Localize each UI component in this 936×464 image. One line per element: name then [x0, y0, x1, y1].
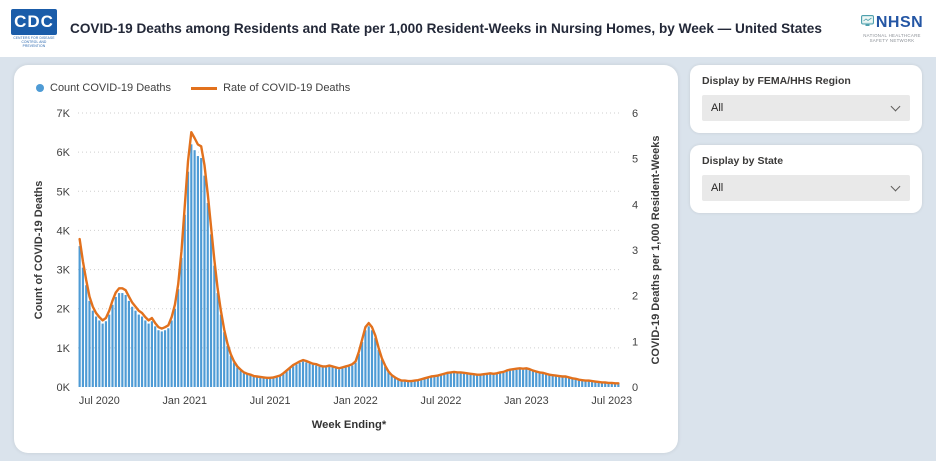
chevron-down-icon: [890, 101, 901, 112]
chevron-down-icon: [890, 181, 901, 192]
svg-text:6: 6: [632, 108, 638, 120]
svg-text:Jul 2021: Jul 2021: [250, 395, 291, 407]
svg-text:Jan 2021: Jan 2021: [163, 395, 207, 407]
svg-text:0: 0: [632, 382, 638, 394]
svg-text:2: 2: [632, 291, 638, 303]
svg-text:Jan 2023: Jan 2023: [504, 395, 548, 407]
svg-text:0K: 0K: [57, 382, 71, 394]
region-filter-value: All: [711, 102, 724, 114]
region-filter-label: Display by FEMA/HHS Region: [702, 75, 851, 87]
nhsn-logo-text: NHSN: [875, 14, 924, 31]
svg-text:3: 3: [632, 245, 638, 257]
combo-chart-svg[interactable]: 0K 1K 2K 3K 4K 5K 6K 7K 0 1 2 3 4 5 6 Jul 2020 Jan 2021 J…: [28, 99, 668, 443]
nhsn-logo: NHSN NATIONAL HEALTHCARE SAFETY NETWORK: [858, 14, 926, 43]
nhsn-subtext-line1: NATIONAL HEALTHCARE: [863, 33, 921, 38]
svg-text:COVID-19 Deaths per 1,000 Resi: COVID-19 Deaths per 1,000 Resident-Weeks: [650, 135, 662, 364]
cdc-logo-icon: CDC: [11, 9, 57, 35]
svg-text:6K: 6K: [57, 147, 71, 159]
svg-text:1: 1: [632, 336, 638, 348]
count-legend-label: Count COVID-19 Deaths: [50, 82, 172, 94]
svg-text:Jul 2023: Jul 2023: [591, 395, 632, 407]
cdc-logo-subtext: CENTERS FOR DISEASE CONTROL AND PREVENTI…: [13, 36, 55, 48]
header-bar: CDC CENTERS FOR DISEASE CONTROL AND PREV…: [0, 0, 936, 57]
svg-text:Jul 2020: Jul 2020: [79, 395, 120, 407]
svg-text:1K: 1K: [57, 343, 71, 355]
state-filter-value: All: [711, 182, 724, 194]
filter-panel: Display by FEMA/HHS Region All Display b…: [690, 65, 922, 453]
region-filter-dropdown[interactable]: All: [702, 95, 910, 121]
main-content: Count COVID-19 Deaths Rate of COVID-19 D…: [0, 57, 936, 461]
cdc-logo: CDC CENTERS FOR DISEASE CONTROL AND PREV…: [10, 9, 58, 48]
svg-text:Jan 2022: Jan 2022: [333, 395, 377, 407]
rate-legend-label: Rate of COVID-19 Deaths: [223, 82, 351, 94]
page-title: COVID-19 Deaths among Residents and Rate…: [70, 21, 822, 36]
footer-bar: [0, 461, 936, 464]
svg-text:3K: 3K: [57, 265, 71, 277]
svg-text:Count of COVID-19 Deaths: Count of COVID-19 Deaths: [33, 181, 45, 320]
nhsn-monitor-icon: [860, 14, 874, 32]
svg-text:4: 4: [632, 199, 638, 211]
rate-legend-line-icon: [191, 86, 218, 90]
filter-card-state: Display by State All: [690, 145, 922, 213]
svg-text:7K: 7K: [57, 108, 71, 120]
svg-text:Week Ending*: Week Ending*: [312, 419, 387, 431]
svg-text:5K: 5K: [57, 186, 71, 198]
filter-card-region: Display by FEMA/HHS Region All: [690, 65, 922, 133]
svg-text:2K: 2K: [57, 304, 71, 316]
chart-card: Count COVID-19 Deaths Rate of COVID-19 D…: [14, 65, 678, 453]
svg-text:4K: 4K: [57, 225, 71, 237]
nhsn-subtext-line2: SAFETY NETWORK: [869, 38, 915, 43]
state-filter-label: Display by State: [702, 155, 784, 167]
svg-text:5: 5: [632, 154, 638, 166]
state-filter-dropdown[interactable]: All: [702, 175, 910, 201]
chart-legend: Count COVID-19 Deaths Rate of COVID-19 D…: [28, 77, 670, 99]
count-legend-dot-icon: [36, 84, 44, 92]
svg-text:Jul 2022: Jul 2022: [421, 395, 462, 407]
